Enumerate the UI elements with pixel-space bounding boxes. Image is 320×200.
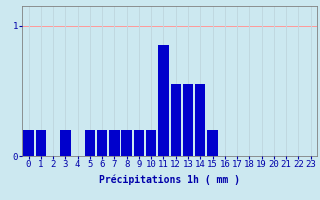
Bar xyxy=(134,130,144,156)
Bar xyxy=(122,130,132,156)
Bar xyxy=(171,84,181,156)
Bar xyxy=(23,130,34,156)
Bar xyxy=(109,130,120,156)
Bar xyxy=(36,130,46,156)
Bar xyxy=(85,130,95,156)
Bar xyxy=(195,84,205,156)
Bar xyxy=(207,130,218,156)
Bar xyxy=(183,84,193,156)
Bar xyxy=(146,130,156,156)
Bar xyxy=(97,130,107,156)
Bar xyxy=(60,130,70,156)
X-axis label: Précipitations 1h ( mm ): Précipitations 1h ( mm ) xyxy=(99,175,240,185)
Bar xyxy=(158,45,169,156)
